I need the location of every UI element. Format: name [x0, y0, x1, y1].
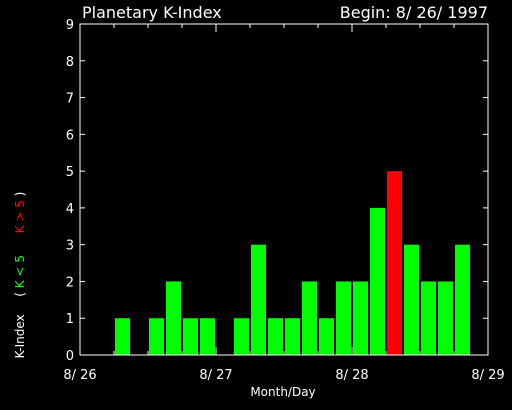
y-tick-label-4: 4 — [66, 202, 74, 217]
legend-close-paren: ) — [13, 191, 27, 197]
bar-19 — [404, 244, 419, 355]
bar-9 — [234, 318, 249, 355]
bar-22 — [455, 244, 470, 355]
bar-2 — [115, 318, 130, 355]
y-tick-label-5: 5 — [66, 165, 74, 180]
bar-21 — [438, 281, 453, 355]
x-tick-label-0: 8/ 26 — [63, 368, 96, 383]
y-tick-label-6: 6 — [66, 128, 74, 143]
legend-high: K > 5 — [13, 200, 27, 234]
bar-14 — [319, 318, 334, 355]
x-tick-label-2: 8/ 28 — [335, 368, 368, 383]
bar-20 — [421, 281, 436, 355]
bar-6 — [183, 318, 198, 355]
x-axis-label: Month/Day — [250, 385, 315, 399]
y-axis-title: K-Index — [13, 314, 27, 359]
legend-low: K < 5 — [13, 255, 27, 289]
x-ticks-group: 8/ 26 8/ 27 8/ 28 8/ 29 — [63, 24, 505, 383]
bar-12 — [285, 318, 300, 355]
y-axis-label-wrap: K-Index ( K < 5 K > 5 ) — [8, 150, 32, 400]
y-axis-label: K-Index ( K < 5 K > 5 ) — [13, 192, 27, 359]
y-tick-label-7: 7 — [66, 92, 74, 107]
y-tick-label-8: 8 — [66, 55, 74, 70]
y-tick-label-1: 1 — [66, 312, 74, 327]
bar-7 — [200, 318, 215, 355]
y-tick-label-9: 9 — [66, 18, 74, 33]
bar-18 — [387, 171, 402, 355]
x-tick-label-3: 8/ 29 — [471, 368, 504, 383]
y-ticks-group: 0 1 2 3 4 5 6 7 8 9 — [66, 18, 488, 364]
bars-group — [115, 171, 470, 355]
bar-17 — [370, 207, 385, 355]
bar-10 — [251, 244, 266, 355]
y-tick-label-0: 0 — [66, 349, 74, 364]
chart-subtitle: Begin: 8/ 26/ 1997 — [339, 3, 488, 22]
x-tick-label-1: 8/ 27 — [199, 368, 232, 383]
bar-11 — [268, 318, 283, 355]
bar-5 — [166, 281, 181, 355]
y-tick-label-3: 3 — [66, 239, 74, 254]
bar-15 — [336, 281, 351, 355]
bar-4 — [149, 318, 164, 355]
y-tick-label-2: 2 — [66, 275, 74, 290]
chart-title: Planetary K-Index — [82, 3, 222, 22]
bar-13 — [302, 281, 317, 355]
legend-open-paren: ( — [13, 292, 27, 297]
bar-16 — [353, 281, 368, 355]
